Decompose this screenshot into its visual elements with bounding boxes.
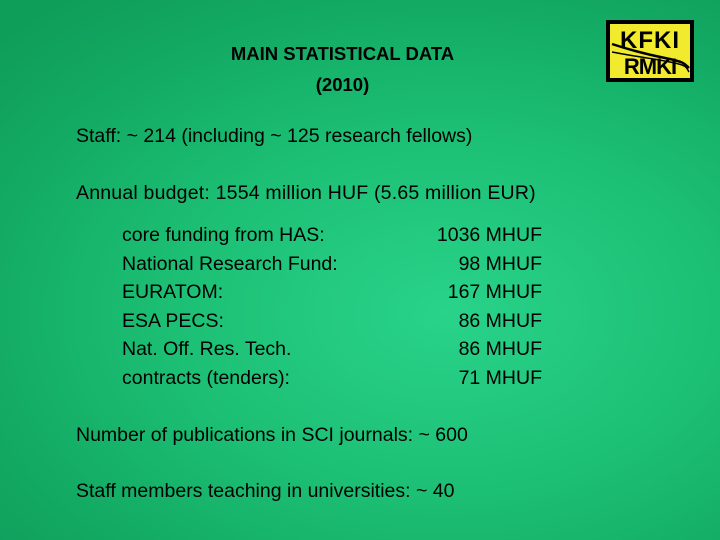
funding-row: EURATOM: 167 MHUF [122,278,542,307]
funding-value: 98 MHUF [458,252,542,275]
funding-row: Nat. Off. Res. Tech. 86 MHUF [122,335,542,364]
funding-label: ESA PECS: [122,309,224,332]
funding-row: contracts (tenders): 71 MHUF [122,364,542,393]
funding-value: 1036 MHUF [436,224,542,246]
title-line-year: (2010) [315,74,370,95]
funding-label: core funding from HAS: [122,224,325,246]
publications-count: Number of publications in SCI journals: … [76,424,468,446]
funding-row: National Research Fund: 98 MHUF [122,250,542,279]
funding-label: Nat. Off. Res. Tech. [122,338,292,360]
logo-wave-line [611,42,690,69]
logo-graphic: KFKI RMKI [611,27,690,78]
funding-value: 71 MHUF [458,366,542,389]
funding-breakdown: core funding from HAS: 1036 MHUF Nationa… [122,221,542,392]
funding-row: core funding from HAS: 1036 MHUF [122,221,542,250]
funding-value: 86 MHUF [458,309,542,332]
annual-budget: Annual budget: 1554 million HUF (5.65 mi… [76,182,536,204]
funding-label: contracts (tenders): [122,366,290,389]
funding-label: National Research Fund: [122,252,338,275]
teaching-staff-count: Staff members teaching in universities: … [76,480,455,502]
logo-wave-line-2 [611,51,690,73]
kfki-rmki-logo: KFKI RMKI [606,20,694,82]
funding-row: ESA PECS: 86 MHUF [122,307,542,336]
funding-value: 86 MHUF [458,338,542,360]
logo-background [610,24,690,78]
title-line-main: MAIN STATISTICAL DATA [230,43,455,64]
funding-value: 167 MHUF [447,281,542,303]
staff-count: Staff: ~ 214 (including ~ 125 research f… [76,125,473,147]
funding-label: EURATOM: [122,281,224,303]
slide-title: MAIN STATISTICAL DATA (2010) [150,38,535,100]
